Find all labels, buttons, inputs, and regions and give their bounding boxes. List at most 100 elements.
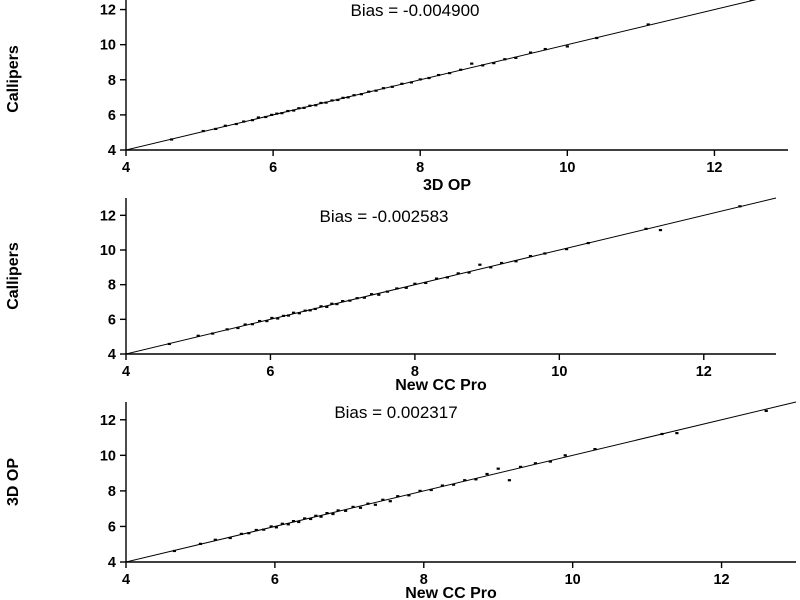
- data-point: [429, 488, 433, 492]
- data-point: [388, 500, 392, 503]
- data-point: [167, 342, 171, 346]
- data-point: [274, 526, 278, 529]
- data-point: [418, 489, 422, 492]
- data-point: [280, 522, 284, 525]
- data-point: [481, 64, 485, 67]
- data-point: [325, 512, 329, 515]
- data-point: [308, 104, 312, 107]
- data-point: [362, 296, 366, 299]
- data-point: [341, 96, 345, 99]
- data-point: [348, 299, 352, 302]
- x-tick-label: 12: [713, 572, 729, 588]
- data-point: [250, 323, 254, 326]
- data-point: [543, 252, 547, 255]
- data-point: [281, 314, 286, 317]
- data-point: [286, 523, 290, 526]
- data-point: [213, 538, 217, 541]
- data-point: [451, 483, 456, 486]
- data-point: [749, 0, 753, 1]
- data-point: [201, 129, 205, 133]
- data-point: [385, 290, 390, 293]
- data-point: [275, 112, 279, 115]
- data-point: [396, 495, 400, 498]
- data-point: [764, 409, 768, 412]
- data-point: [336, 509, 340, 512]
- data-point: [330, 99, 334, 102]
- y-tick-label: 4: [108, 143, 116, 159]
- data-point: [563, 454, 567, 457]
- x-tick-label: 10: [559, 160, 575, 176]
- y-tick-label: 10: [100, 448, 116, 464]
- x-tick-label: 6: [266, 364, 274, 380]
- data-point: [309, 517, 313, 521]
- data-point: [211, 332, 215, 335]
- data-point: [297, 312, 301, 315]
- data-point: [242, 120, 246, 123]
- data-point: [496, 467, 500, 470]
- data-point: [459, 68, 463, 71]
- bias-annotation: Bias = -0.002583: [319, 207, 448, 226]
- data-point: [586, 241, 590, 245]
- data-point: [478, 263, 482, 266]
- data-point: [308, 309, 312, 312]
- data-point: [646, 23, 650, 26]
- x-tick-label: 10: [551, 364, 567, 380]
- data-point: [198, 542, 203, 545]
- data-point: [258, 319, 262, 323]
- data-point: [381, 498, 385, 501]
- data-point: [270, 113, 274, 116]
- data-point: [514, 56, 518, 59]
- data-point: [374, 89, 378, 92]
- y-tick-label: 8: [108, 73, 116, 89]
- data-point: [214, 127, 218, 131]
- data-point: [456, 272, 460, 275]
- x-tick-label: 8: [420, 572, 428, 588]
- data-point: [359, 93, 363, 96]
- data-point: [367, 90, 371, 93]
- data-point: [658, 228, 663, 232]
- bias-annotation: Bias = 0.002317: [334, 403, 457, 422]
- y-axis-title: 3D OP: [5, 458, 22, 506]
- y-tick-label: 6: [108, 312, 116, 328]
- y-tick-label: 12: [100, 3, 116, 19]
- data-point: [325, 305, 329, 308]
- data-point: [314, 104, 318, 107]
- x-tick-label: 4: [122, 572, 130, 588]
- data-point: [344, 509, 348, 512]
- data-point: [427, 76, 431, 80]
- data-point: [395, 287, 399, 290]
- data-point: [377, 293, 381, 296]
- data-point: [330, 302, 334, 305]
- data-point: [286, 109, 290, 113]
- data-point: [302, 106, 306, 109]
- data-point: [297, 107, 301, 110]
- data-point: [474, 478, 478, 481]
- data-point: [264, 115, 268, 119]
- data-point: [262, 528, 266, 531]
- data-point: [400, 82, 404, 85]
- x-tick-label: 8: [416, 160, 424, 176]
- data-point: [492, 62, 496, 65]
- data-point: [270, 316, 274, 320]
- x-tick-label: 10: [565, 572, 581, 588]
- data-point: [528, 51, 533, 54]
- data-point: [291, 311, 296, 314]
- data-point: [265, 319, 269, 323]
- data-point: [314, 514, 318, 517]
- y-tick-label: 8: [108, 484, 116, 500]
- data-point: [286, 314, 291, 317]
- data-point: [675, 432, 679, 435]
- data-point: [341, 300, 345, 303]
- identity-line: [125, 197, 777, 355]
- y-tick-label: 12: [100, 413, 116, 429]
- data-point: [351, 505, 355, 508]
- data-point: [564, 248, 569, 251]
- data-point: [644, 227, 648, 230]
- data-point: [319, 515, 323, 518]
- identity-line: [125, 401, 797, 563]
- panel-3: 4 6 8 10 12 4 6 8 10 12 New CC Pro 3D OP Bias = 0.00…: [5, 401, 797, 600]
- y-tick-label: 10: [100, 243, 116, 259]
- data-point: [303, 309, 307, 312]
- data-point: [303, 517, 307, 520]
